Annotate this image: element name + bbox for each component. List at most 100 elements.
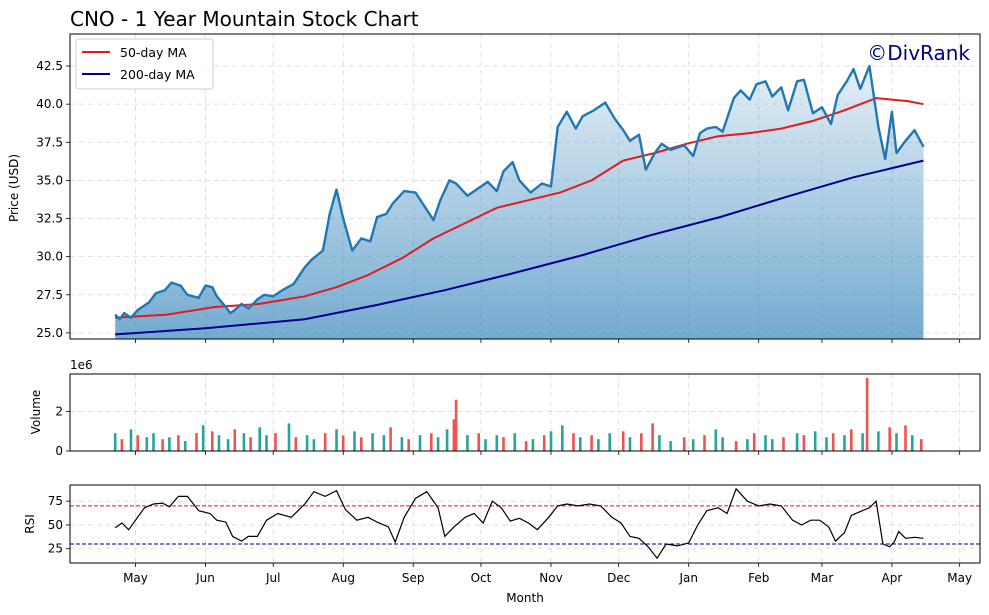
x-tick-label: Apr [882,571,903,585]
legend-label-ma50: 50-day MA [120,45,187,60]
volume-bar [466,435,469,451]
volume-bar [120,439,124,451]
volume-bar [335,429,338,451]
watermark: ©DivRank [867,41,970,65]
y-tick-label: 30.0 [36,250,63,264]
volume-bar [382,435,386,451]
volume-bar [287,423,291,451]
volume-bar [323,433,327,451]
price-line [114,64,925,321]
x-tick-label: Dec [607,571,630,585]
volume-bar [579,437,582,451]
volume-bar [371,433,374,451]
volume-bar [249,437,252,451]
rsi-panel: 25 50 75 RSI May Jun Jul Aug Sep Oct Nov Dec Jan Fe… [23,484,981,605]
volume-panel: 02 1e6 Volume [29,358,981,458]
volume-bar [353,431,356,451]
y-tick-label: 42.5 [36,59,63,73]
volume-bar [877,431,880,451]
volume-bar [495,435,499,451]
volume-bar [621,431,625,451]
volume-bar [682,437,686,451]
price-panel-frame [69,33,981,340]
volume-bar [195,433,198,451]
volume-bar [752,433,756,451]
y-tick-label: 40.0 [36,97,63,111]
rsi-panel-frame [69,484,981,564]
volume-bar [294,437,298,451]
volume-bar [452,419,456,451]
volume-bar [226,439,230,451]
y-tick-label: 25 [48,542,63,556]
volume-bar [628,437,632,451]
volume-bar [502,437,505,451]
volume-bar [161,439,164,451]
y-tick-label: 50 [48,518,63,532]
volume-panel-frame [69,373,981,452]
volume-bar [911,435,914,451]
volume-bar [524,441,528,451]
volume-bar [850,429,853,451]
volume-bar [274,433,277,451]
volume-bar [113,433,117,451]
volume-bar [920,439,923,451]
volume-bar [861,433,864,451]
volume-bar [436,437,440,451]
volume-bar [561,425,564,451]
legend: 50-day MA 200-day MA [75,38,214,90]
volume-bar [813,431,817,451]
volume-bar [651,423,654,451]
volume-bar [714,429,718,451]
volume-bar [542,435,546,451]
volume-bar [129,429,133,451]
rsi-y-axis-ticks: 25 50 75 [48,494,70,556]
volume-bar [721,437,724,451]
volume-bar [608,433,611,451]
x-tick-label: Mar [811,571,834,585]
volume-bar [211,431,214,451]
price-y-axis-label: Price (USD) [7,154,21,222]
volume-bar [312,439,316,451]
x-tick-label: Feb [748,571,769,585]
price-y-axis-ticks: 25.0 27.5 30.0 32.5 35.0 37.5 40.0 42.5 [36,59,70,340]
volume-bar [258,427,261,451]
volume-bar [831,433,835,451]
ma50-line [115,97,924,319]
volume-bar [734,441,738,451]
x-tick-label: May [947,571,972,585]
x-tick-label: Aug [332,571,355,585]
x-tick-label: Sep [402,571,425,585]
volume-y-axis-label: Volume [29,390,43,435]
volume-bar [795,433,799,451]
volume-bar [389,427,392,451]
x-tick-label: May [123,571,148,585]
x-axis-label: Month [506,591,544,605]
y-tick-label: 25.0 [36,326,63,340]
price-panel: 25.0 27.5 30.0 32.5 35.0 37.5 40.0 42.5 Price (… [7,33,981,343]
volume-bar [454,399,458,451]
volume-bar [658,435,661,451]
volume-bar [177,435,180,451]
volume-bar [888,427,891,451]
y-tick-label: 75 [48,494,63,508]
volume-bar [418,435,422,451]
volume-bar [136,435,139,451]
volume-bar [691,439,695,451]
volume-bar [242,433,246,451]
legend-label-ma200: 200-day MA [120,67,195,82]
volume-scale-label: 1e6 [70,358,93,372]
volume-bar [531,439,535,451]
volume-bar [183,441,187,451]
volume-bar [825,437,828,451]
x-tick-label: Jun [195,571,215,585]
volume-bar [782,437,785,451]
volume-bar [305,435,309,451]
y-tick-label: 37.5 [36,135,63,149]
volume-bar [400,437,404,451]
volume-bar [152,433,155,451]
volume-bar [217,435,221,451]
volume-bar [669,441,672,451]
y-tick-label: 2 [55,405,63,419]
